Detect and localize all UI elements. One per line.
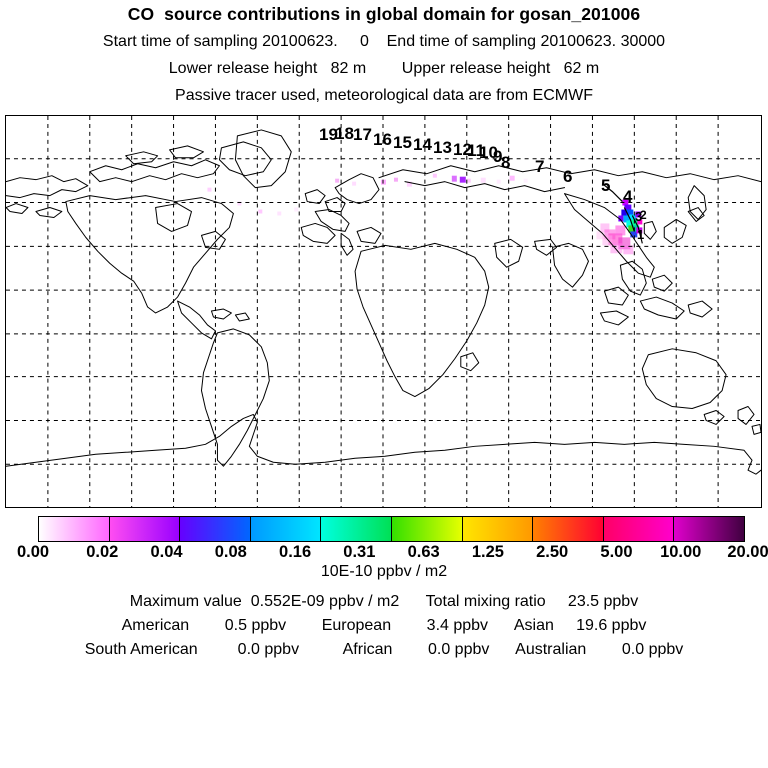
colorbar-segment-9 (674, 517, 744, 541)
colorbar-segment-8 (603, 517, 675, 541)
colorbar-gradient (38, 516, 745, 542)
global-map: 19 18 17 16 15 14 13 12 11 10 9 8 7 6 5 … (5, 115, 762, 508)
trajectory-day-label: 10 (479, 143, 498, 162)
colorbar-tick-7: 1.25 (471, 543, 504, 561)
trajectory-day-label: 4 (623, 187, 633, 206)
trajectory-day-label: 16 (373, 130, 392, 149)
trajectory-day-label: 1 (637, 227, 645, 242)
release-height-line: Lower release height 82 m Upper release … (168, 60, 600, 77)
trajectory-day-label: 14 (413, 135, 432, 154)
trajectory-path (602, 183, 643, 244)
page-title: CO source contributions in global domain… (127, 4, 641, 24)
trajectory-day-label: 15 (393, 133, 412, 152)
trajectory-day-label: 17 (353, 125, 372, 144)
colorbar-tick-10: 10.00 (660, 543, 702, 561)
maximum-value-row: Maximum value 0.552E-09 ppbv / m2 Total … (129, 593, 639, 610)
colorbar-tick-4: 0.16 (279, 543, 312, 561)
colorbar-tick-labels: 0.00 0.02 0.04 0.08 0.16 0.31 0.63 1.25 2.50 5.00… (0, 543, 768, 563)
trajectory-day-label: 2 (640, 208, 647, 222)
sampling-time-line: Start time of sampling 20100623. 0 End t… (102, 33, 666, 50)
colorbar-segment-7 (533, 517, 604, 541)
colorbar-tick-5: 0.31 (343, 543, 376, 561)
colorbar-tick-1: 0.02 (86, 543, 119, 561)
colorbar-unit-label: 10E-10 ppbv / m2 (320, 563, 448, 580)
colorbar-tick-2: 0.04 (150, 543, 183, 561)
trajectory-day-label: 6 (563, 167, 573, 186)
colorbar-tick-9: 5.00 (600, 543, 633, 561)
map-canvas: 19 18 17 16 15 14 13 12 11 10 9 8 7 6 5 … (6, 116, 761, 507)
trajectory-day-label: 5 (601, 176, 611, 195)
colorbar-tick-0: 0.00 (16, 543, 50, 561)
trajectory-day-label: 3 (635, 209, 643, 224)
colorbar-segment-6 (462, 517, 534, 541)
trajectory-day-label: 11 (467, 141, 485, 160)
colorbar-segment-2 (180, 517, 251, 541)
trajectory-day-label: 12 (453, 140, 472, 159)
map-svg (6, 116, 761, 507)
colorbar-segment-5 (391, 517, 463, 541)
colorbar-tick-8: 2.50 (536, 543, 569, 561)
map-graticule (6, 116, 761, 507)
colorbar-segment-0 (39, 517, 110, 541)
trajectory-day-label: 7 (535, 157, 545, 176)
colorbar-tick-11: 20.00 (727, 543, 768, 561)
trajectory-day-label: 13 (433, 138, 452, 157)
trajectory-day-label: 9 (493, 147, 503, 166)
colorbar (38, 516, 745, 542)
region-row-1: American 0.5 ppbv European 3.4 ppbv Asia… (121, 617, 647, 634)
colorbar-tick-6: 0.63 (407, 543, 440, 561)
region-row-2: South American 0.0 ppbv African 0.0 ppbv… (84, 641, 684, 658)
trajectory-day-label: 8 (501, 153, 511, 172)
colorbar-segment-3 (250, 517, 322, 541)
colorbar-tick-3: 0.08 (214, 543, 247, 561)
colorbar-segment-4 (321, 517, 392, 541)
trajectory-day-label: 19 (319, 125, 338, 144)
trajectory-day-label: 18 (335, 124, 354, 143)
coastlines (6, 129, 761, 475)
colorbar-segment-1 (109, 517, 181, 541)
tracer-met-line: Passive tracer used, meteorological data… (175, 87, 593, 104)
